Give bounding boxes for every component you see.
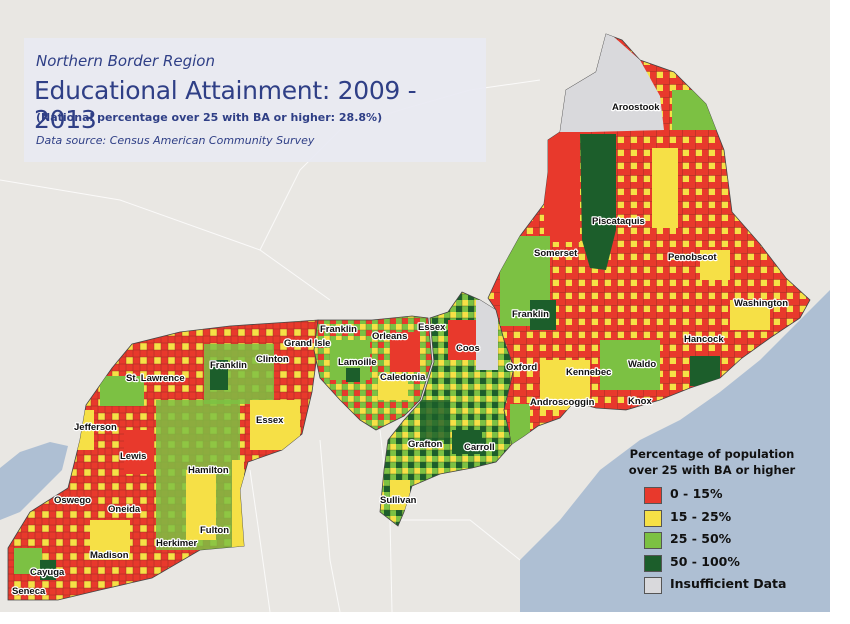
county-labels: Aroostook Piscataquis Somerset Penobscot…: [11, 101, 790, 598]
county-label-st-lawrence: St. Lawrence: [126, 373, 185, 384]
county-label-essex-vt: Essex: [418, 322, 446, 333]
lake-ontario: [0, 442, 68, 520]
legend-item: 0 - 15%: [622, 484, 802, 507]
legend-label: 15 - 25%: [670, 508, 732, 524]
county-label-fulton: Fulton: [200, 525, 229, 536]
legend-item: Insufficient Data: [622, 574, 802, 597]
legend-title-line2: over 25 with BA or higher: [628, 463, 796, 477]
legend-swatch: [644, 509, 662, 527]
county-label-oswego: Oswego: [54, 495, 91, 506]
county-label-franklin-vt: Franklin: [320, 324, 357, 335]
county-label-washington: Washington: [734, 298, 788, 309]
county-label-essex-ny: Essex: [256, 415, 284, 426]
new-hampshire-counties: [379, 291, 515, 527]
legend-label: 0 - 15%: [670, 486, 723, 501]
legend-swatch: [644, 532, 662, 550]
county-label-seneca: Seneca: [12, 586, 46, 597]
title-panel: Northern Border Region Educational Attai…: [24, 38, 486, 162]
county-label-somerset: Somerset: [534, 248, 578, 259]
legend-swatch: [644, 554, 662, 572]
map-title: Educational Attainment: 2009 - 2013: [34, 76, 417, 134]
county-label-kennebec: Kennebec: [566, 367, 611, 378]
map-subtitle: Northern Border Region: [36, 52, 215, 70]
legend-title-line1: Percentage of population: [629, 447, 795, 461]
national-percentage-note: (National percentage over 25 with BA or …: [36, 111, 383, 124]
maine-counties: [487, 33, 811, 445]
county-label-franklin-ny: Franklin: [210, 360, 247, 371]
county-label-knox: Knox: [628, 396, 652, 407]
county-label-hancock: Hancock: [684, 334, 724, 345]
legend-swatch: [644, 487, 662, 504]
county-label-orleans: Orleans: [372, 331, 407, 342]
county-label-herkimer: Herkimer: [156, 538, 197, 549]
county-label-oneida: Oneida: [108, 504, 141, 515]
county-label-penobscot: Penobscot: [668, 252, 717, 263]
county-label-cayuga: Cayuga: [30, 567, 65, 578]
data-source: Data source: Census American Community S…: [36, 134, 315, 147]
county-label-piscataquis: Piscataquis: [592, 216, 645, 227]
county-label-sullivan: Sullivan: [380, 495, 417, 506]
county-label-lamoille: Lamoille: [338, 357, 377, 368]
legend-swatch: [644, 577, 662, 595]
county-label-caledonia: Caledonia: [380, 372, 426, 383]
county-label-grafton: Grafton: [408, 439, 443, 450]
legend: Percentage of population over 25 with BA…: [622, 446, 802, 597]
county-label-carroll: Carroll: [464, 442, 495, 453]
county-label-hamilton: Hamilton: [188, 465, 229, 476]
county-label-coos: Coos: [456, 343, 480, 354]
legend-item: 50 - 100%: [622, 552, 802, 575]
county-label-androscoggin: Androscoggin: [530, 397, 595, 408]
vermont-counties: [313, 315, 433, 431]
county-label-grand-isle: Grand Isle: [284, 338, 330, 349]
county-label-jefferson: Jefferson: [74, 422, 117, 433]
legend-label: Insufficient Data: [670, 576, 787, 592]
county-label-clinton: Clinton: [256, 354, 289, 365]
county-label-lewis: Lewis: [120, 451, 146, 462]
legend-item: 15 - 25%: [622, 507, 802, 530]
legend-label: 50 - 100%: [670, 553, 740, 569]
legend-label: 25 - 50%: [670, 531, 732, 547]
county-label-franklin-me: Franklin: [512, 309, 549, 320]
atlantic-ocean: [520, 290, 830, 612]
county-label-madison: Madison: [90, 550, 129, 561]
county-label-waldo: Waldo: [628, 359, 656, 370]
county-label-aroostook: Aroostook: [612, 102, 660, 113]
county-label-oxford: Oxford: [506, 362, 537, 373]
legend-item: 25 - 50%: [622, 529, 802, 552]
